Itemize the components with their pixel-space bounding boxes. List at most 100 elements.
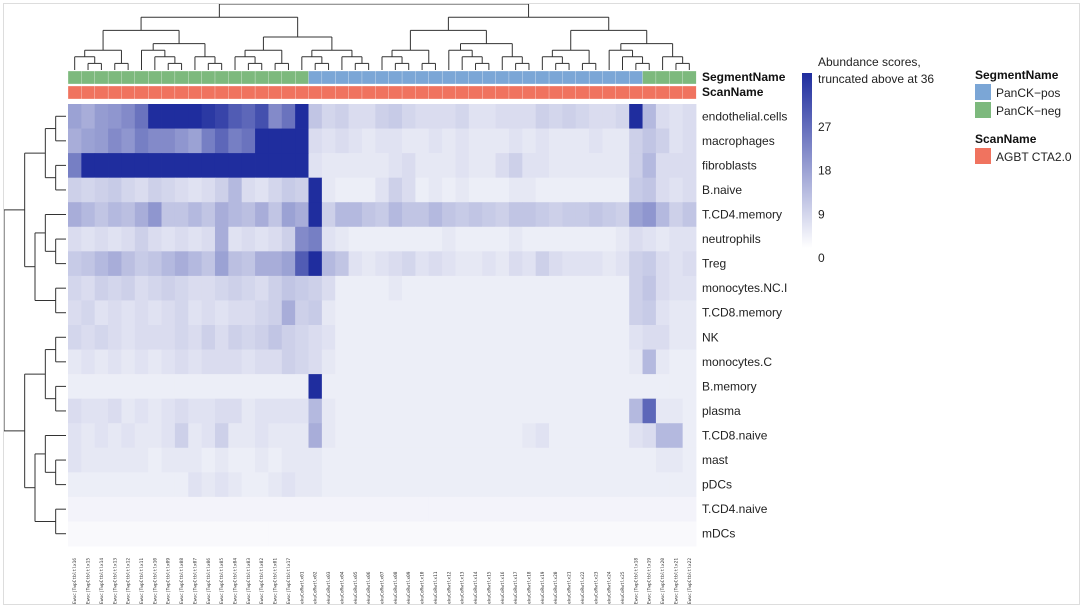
segment-annotation-cell: [642, 70, 657, 85]
heatmap-cell: [402, 374, 416, 400]
heatmap-cell: [682, 202, 697, 228]
heatmap-cell: [94, 398, 109, 424]
segment-annotation-cell: [575, 70, 590, 85]
heatmap-cell: [161, 496, 176, 522]
scan-annotation-cell: [575, 85, 590, 100]
column-label: ekuCoRwtlx23: [593, 571, 599, 604]
heatmap-cell: [375, 398, 390, 424]
heatmap-cell: [308, 251, 323, 277]
heatmap-cell: [94, 177, 109, 203]
heatmap-cell: [148, 177, 162, 203]
heatmap-cell: [214, 300, 229, 326]
heatmap-cell: [615, 325, 630, 350]
heatmap-cell: [108, 447, 122, 473]
heatmap-cell: [174, 472, 189, 498]
heatmap-cell: [268, 300, 283, 326]
heatmap-cell: [455, 104, 470, 129]
heatmap-cell: [201, 153, 216, 179]
heatmap-cell: [455, 325, 470, 350]
heatmap-cell: [375, 202, 390, 228]
heatmap-cell: [214, 521, 229, 547]
scan-annotation-cell: [629, 85, 644, 100]
column-label: ekuCoRwtlx05: [353, 571, 359, 604]
heatmap-cell: [589, 398, 603, 424]
segment-annotation-cell: [468, 70, 483, 85]
heatmap-cell: [174, 128, 189, 154]
heatmap-cell: [575, 153, 590, 179]
segment-annotation-cell: [615, 70, 630, 85]
heatmap-cell: [482, 374, 496, 400]
heatmap-cell: [562, 226, 577, 252]
heatmap-cell: [495, 447, 510, 473]
heatmap-cell: [68, 226, 82, 252]
heatmap-cell: [575, 128, 590, 154]
heatmap-cell: [415, 521, 430, 547]
heatmap-cell: [134, 423, 149, 449]
heatmap-cell: [455, 447, 470, 473]
heatmap-cell: [669, 521, 684, 547]
heatmap-cell: [295, 472, 309, 498]
heatmap-cell: [361, 447, 376, 473]
heatmap-cell: [482, 472, 496, 498]
heatmap-cell: [268, 325, 283, 350]
heatmap-cell: [281, 104, 296, 129]
heatmap-cell: [281, 275, 296, 301]
scan-annotation-cell: [214, 85, 229, 100]
heatmap-cell: [348, 349, 363, 375]
heatmap-cell: [602, 447, 617, 473]
heatmap-cell: [361, 251, 376, 277]
heatmap-cell: [214, 349, 229, 375]
heatmap-cell: [495, 496, 510, 522]
heatmap-cell: [281, 472, 296, 498]
segment-annotation-cell: [602, 70, 617, 85]
heatmap-cell: [642, 472, 657, 498]
heatmap-cell: [508, 177, 523, 203]
heatmap-cell: [415, 423, 430, 449]
heatmap-cell: [388, 177, 403, 203]
heatmap-cell: [108, 128, 122, 154]
heatmap-cell: [589, 447, 603, 473]
heatmap-cell: [428, 275, 443, 301]
heatmap-cell: [415, 104, 430, 129]
heatmap-cell: [68, 325, 82, 350]
heatmap-cell: [522, 496, 537, 522]
heatmap-cell: [629, 177, 643, 203]
heatmap-cell: [134, 104, 149, 129]
heatmap-cell: [214, 496, 229, 522]
heatmap-cell: [522, 325, 537, 350]
heatmap-cell: [361, 374, 376, 400]
heatmap-cell: [108, 226, 122, 252]
scan-annotation-cell: [67, 85, 82, 100]
heatmap-cell: [121, 447, 136, 473]
heatmap-cell: [174, 153, 189, 179]
scan-annotation-cell: [321, 85, 336, 100]
heatmap-cell: [201, 226, 216, 252]
heatmap-cell: [455, 202, 470, 228]
heatmap-cell: [295, 521, 309, 547]
heatmap-cell: [241, 300, 256, 326]
heatmap-cell: [522, 153, 537, 179]
heatmap-cell: [68, 153, 82, 179]
heatmap-cell: [188, 226, 203, 252]
heatmap-cell: [535, 275, 550, 301]
heatmap-cell: [134, 300, 149, 326]
heatmap-cell: [81, 226, 96, 252]
scan-annotation-cell: [602, 85, 617, 100]
heatmap-cell: [308, 349, 323, 375]
heatmap-cell: [455, 275, 470, 301]
heatmap-cell: [522, 349, 537, 375]
heatmap-cell: [255, 202, 269, 228]
heatmap-cell: [81, 349, 96, 375]
heatmap-cell: [308, 423, 323, 449]
heatmap-cell: [375, 104, 390, 129]
heatmap-cell: [161, 423, 176, 449]
heatmap-cell: [268, 177, 283, 203]
heatmap-cell: [108, 202, 122, 228]
heatmap-cell: [281, 226, 296, 252]
segment-legend-label: PanCK−neg: [996, 104, 1061, 118]
heatmap-cell: [348, 496, 363, 522]
heatmap-cell: [549, 300, 563, 326]
heatmap-cell: [602, 300, 617, 326]
heatmap-cell: [375, 275, 390, 301]
heatmap-cell: [629, 374, 643, 400]
